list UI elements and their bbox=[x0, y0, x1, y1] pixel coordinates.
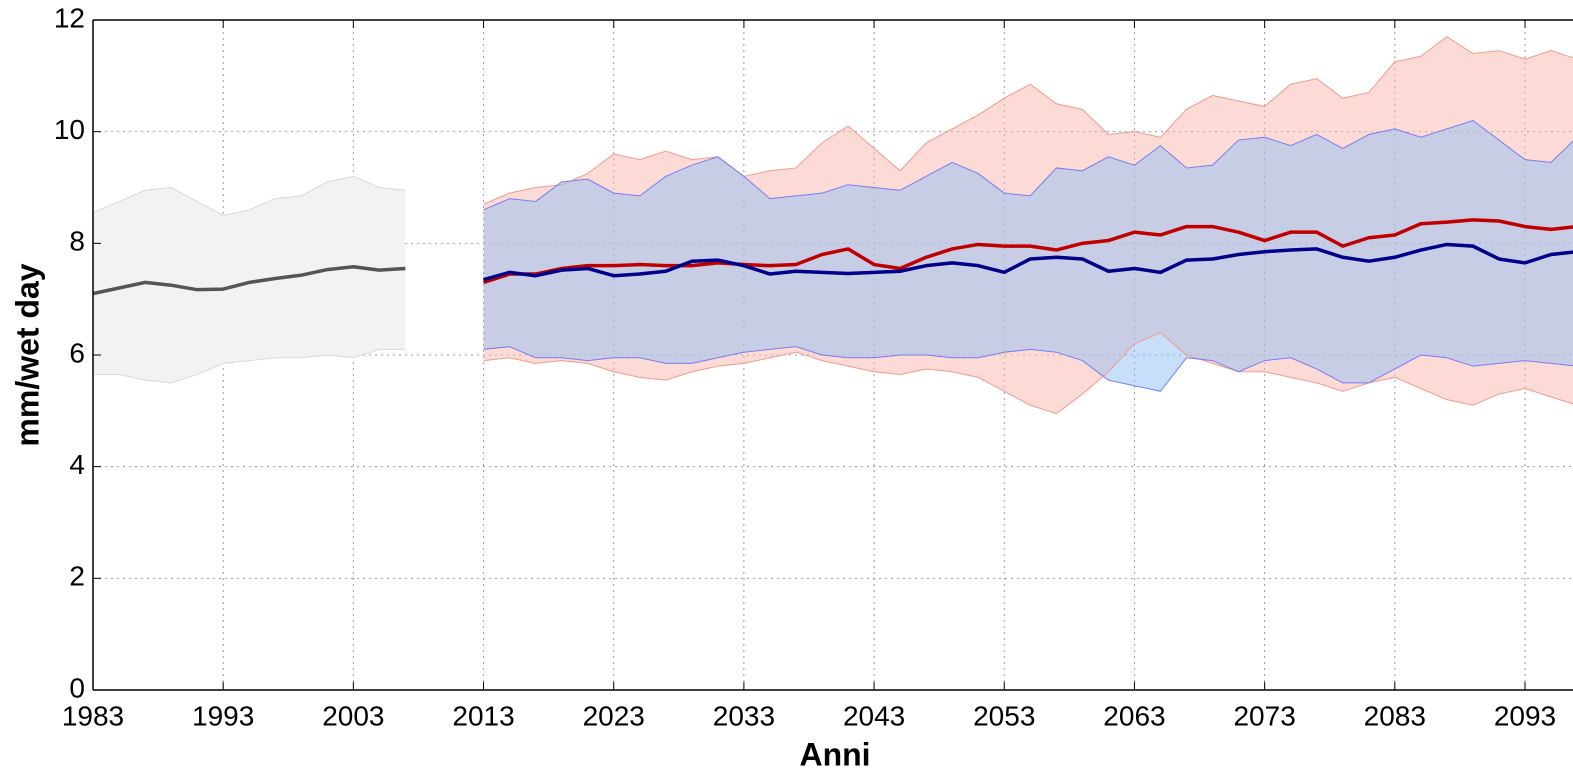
band-edge bbox=[483, 36, 1573, 205]
y-tick-label: 2 bbox=[69, 561, 85, 592]
line bbox=[483, 218, 1573, 285]
band-edge bbox=[92, 175, 406, 216]
x-tick-label: 2093 bbox=[1494, 700, 1556, 731]
x-tick-label: 2083 bbox=[1364, 700, 1426, 731]
band bbox=[93, 176, 406, 383]
x-tick-label: 2043 bbox=[843, 700, 905, 731]
x-tick-label: 2053 bbox=[973, 700, 1035, 731]
band-edge bbox=[93, 348, 406, 384]
line bbox=[483, 242, 1573, 282]
band bbox=[483, 120, 1573, 392]
x-tick-label: 2033 bbox=[713, 700, 775, 731]
y-tick-label: 12 bbox=[54, 2, 85, 33]
y-tick-label: 8 bbox=[69, 226, 85, 257]
y-axis-label: mm/wet day bbox=[9, 263, 45, 446]
x-tick-label: 2073 bbox=[1233, 700, 1295, 731]
y-tick-label: 10 bbox=[54, 114, 85, 145]
x-tick-label: 2013 bbox=[452, 700, 514, 731]
x-tick-label: 2003 bbox=[322, 700, 384, 731]
x-tick-label: 2063 bbox=[1103, 700, 1165, 731]
band-edge bbox=[483, 332, 1573, 415]
x-tick-label: 1993 bbox=[192, 700, 254, 731]
band-edge bbox=[483, 346, 1573, 392]
x-axis-label: Anni bbox=[799, 736, 870, 772]
plot-area bbox=[92, 20, 1573, 690]
x-tick-label: 1983 bbox=[62, 700, 124, 731]
x-tick-label: 2023 bbox=[583, 700, 645, 731]
y-tick-label: 6 bbox=[69, 337, 85, 368]
line bbox=[92, 265, 406, 296]
y-tick-label: 0 bbox=[69, 672, 85, 703]
band-edge bbox=[483, 119, 1573, 211]
y-tick-label: 4 bbox=[69, 449, 85, 480]
